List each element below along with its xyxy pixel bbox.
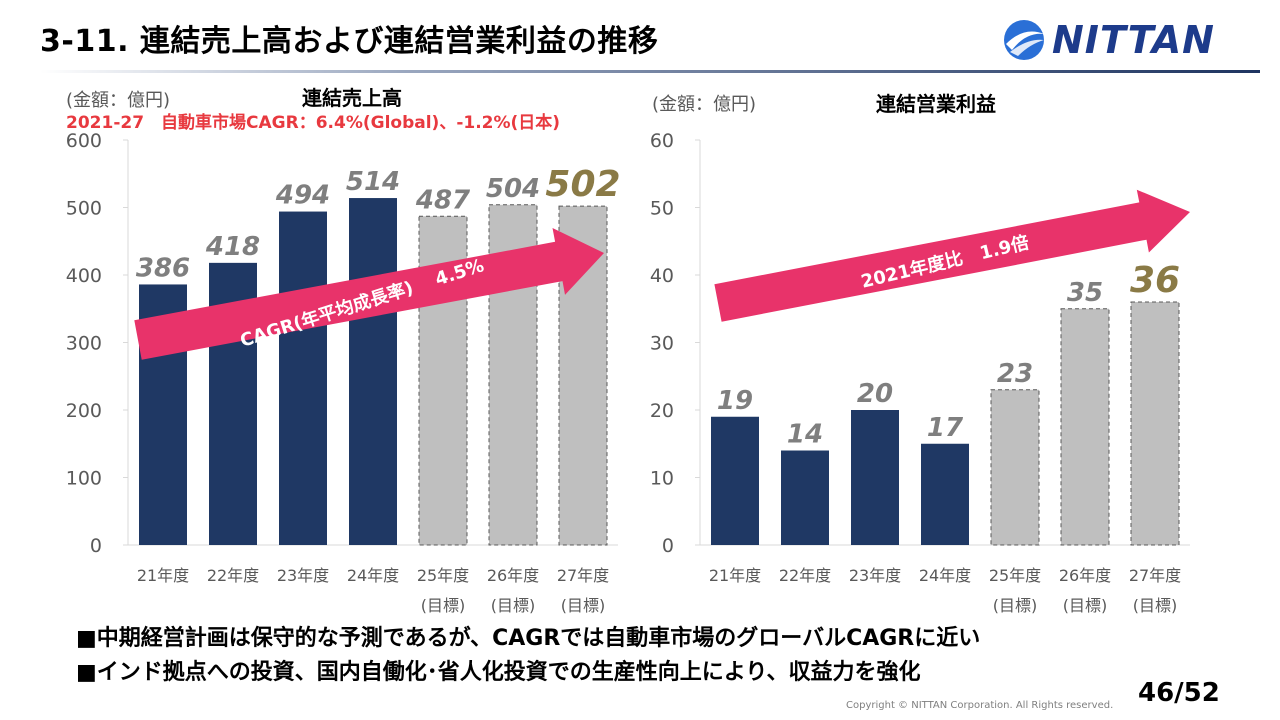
sales-y-tick-label: 400 [66, 265, 102, 287]
profit-y-tick-label: 0 [662, 535, 674, 557]
page-title: 3-11. 連結売上高および連結営業利益の推移 [40, 24, 659, 59]
profit-category-label: 26年度 [1059, 566, 1111, 585]
sales-category-sublabel: (目標) [421, 596, 466, 615]
profit-bar-25年度 [990, 389, 1040, 546]
company-logo: NITTAN [1000, 12, 1260, 68]
copyright-text: Copyright © NITTAN Corporation. All Righ… [846, 700, 1114, 711]
profit-y-tick-label: 50 [650, 198, 674, 220]
profit-category-label: 27年度 [1129, 566, 1181, 585]
bullet-item: ■中期経営計画は保守的な予測であるが、CAGRでは自動車市場のグローバルCAGR… [76, 626, 981, 651]
sales-data-label: 514 [346, 167, 400, 197]
sales-data-label: 418 [205, 232, 260, 262]
profit-category-label: 21年度 [709, 566, 761, 585]
sales-category-label: 23年度 [277, 566, 329, 585]
sales-bar-23年度 [279, 211, 327, 546]
sales-category-label: 24年度 [347, 566, 399, 585]
sales-category-label: 27年度 [557, 566, 609, 585]
sales-data-label: 504 [486, 174, 540, 204]
market-cagr-note: 2021-27 自動車市場CAGR：6.4%(Global)、-1.2%(日本) [66, 113, 561, 133]
profit-y-tick-label: 60 [650, 130, 674, 152]
profit-y-tick-label: 20 [650, 400, 674, 422]
operating-profit-chart: 0 10 20 30 40 50 60 19 21年度 14 22年度 20 23年度 17 24年度 23 2… [650, 130, 1190, 615]
summary-bullets: ■中期経営計画は保守的な予測であるが、CAGRでは自動車市場のグローバルCAGR… [76, 622, 980, 690]
profit-data-label: 17 [927, 413, 964, 443]
profit-data-label: 23 [997, 359, 1033, 389]
sales-category-label: 21年度 [137, 566, 189, 585]
profit-bar-21年度 [711, 416, 759, 545]
profit-y-tick-label: 40 [650, 265, 674, 287]
profit-data-label: 19 [717, 386, 753, 416]
profit-growth-arrow: 2021年度比 1.9倍 [714, 189, 1190, 322]
logo-text: NITTAN [1052, 18, 1215, 62]
sales-data-label: 502 [545, 164, 620, 205]
profit-y-tick-label: 10 [650, 468, 674, 490]
profit-category-sublabel: (目標) [993, 596, 1038, 615]
profit-bar-24年度 [921, 443, 969, 545]
sales-y-tick-label: 500 [66, 198, 102, 220]
sales-data-label: 487 [415, 185, 471, 215]
bullet-item: ■インド拠点への投資、国内自働化･省人化投資での生産性向上により、収益力を強化 [76, 660, 921, 685]
profit-category-label: 23年度 [849, 566, 901, 585]
profit-category-sublabel: (目標) [1133, 596, 1178, 615]
sales-data-label: 494 [275, 181, 330, 211]
left-unit-label: (金額：億円) [66, 90, 171, 111]
profit-category-sublabel: (目標) [1063, 596, 1108, 615]
profit-category-label: 24年度 [919, 566, 971, 585]
profit-bar-26年度 [1060, 308, 1110, 546]
sales-category-label: 22年度 [207, 566, 259, 585]
sales-y-tick-label: 100 [66, 468, 102, 490]
profit-category-label: 25年度 [989, 566, 1041, 585]
profit-data-label: 36 [1130, 260, 1180, 301]
sales-y-tick-label: 300 [66, 333, 102, 355]
sales-category-label: 25年度 [417, 566, 469, 585]
profit-bar-27年度 [1130, 301, 1180, 546]
right-unit-label: (金額：億円) [652, 94, 757, 115]
sales-chart: 0 100 200 300 400 500 600 386 21年度 418 22年度 494 23年度… [66, 130, 621, 615]
sales-data-label: 386 [136, 253, 190, 283]
page-number: 46/52 [1138, 678, 1220, 708]
right-chart-title: 連結営業利益 [876, 92, 996, 116]
profit-category-label: 22年度 [779, 566, 831, 585]
sales-bar-24年度 [349, 198, 397, 546]
sales-y-tick-label: 0 [90, 535, 102, 557]
profit-data-label: 35 [1067, 278, 1103, 308]
sales-y-tick-label: 600 [66, 130, 102, 152]
left-chart-title: 連結売上高 [302, 86, 402, 110]
profit-data-label: 20 [857, 379, 893, 409]
profit-data-label: 14 [787, 420, 823, 450]
sales-category-sublabel: (目標) [491, 596, 536, 615]
nittan-logo-icon [1004, 20, 1044, 60]
profit-y-tick-label: 30 [650, 333, 674, 355]
sales-category-sublabel: (目標) [561, 596, 606, 615]
profit-bar-22年度 [781, 450, 829, 545]
sales-y-tick-label: 200 [66, 400, 102, 422]
profit-bar-23年度 [851, 410, 899, 545]
title-divider [40, 70, 1260, 73]
sales-category-label: 26年度 [487, 566, 539, 585]
